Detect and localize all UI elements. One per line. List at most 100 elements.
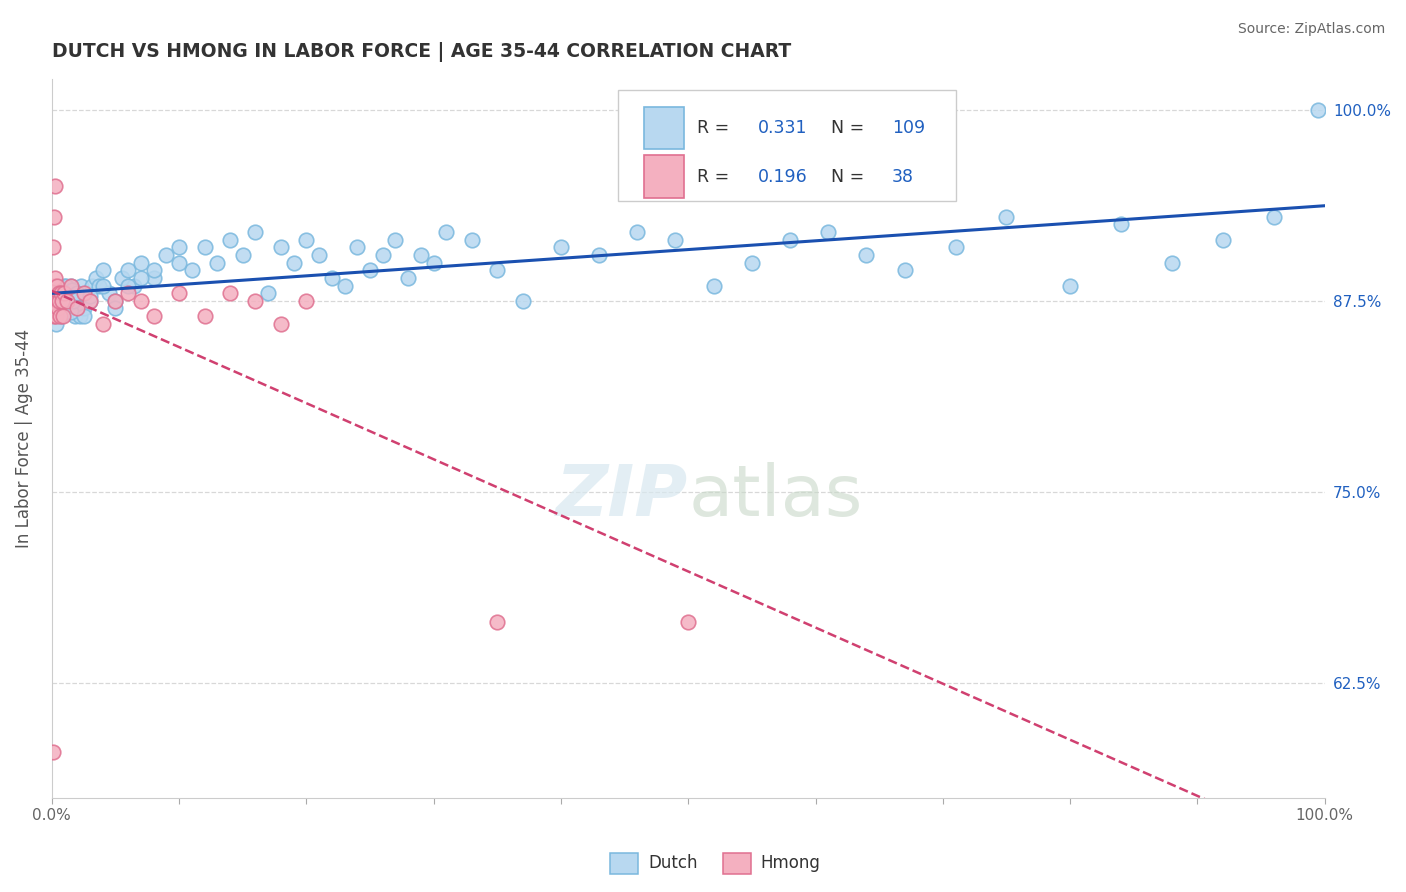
Point [55,286,77,301]
Point [117,263,139,277]
Point [48,286,70,301]
Point [53,293,76,308]
Point [384,233,406,247]
Point [42,745,65,759]
Text: 109: 109 [891,119,925,137]
Text: N =: N = [831,119,869,137]
Point [44,179,66,194]
Point [167,240,190,254]
Text: 0.331: 0.331 [758,119,807,137]
Point [486,615,509,629]
Point [270,317,292,331]
Point [111,271,134,285]
Point [512,293,534,308]
Point [817,225,839,239]
Point [70,278,93,293]
Point [283,255,305,269]
Point [69,309,91,323]
Point [91,263,114,277]
Text: R =: R = [697,119,735,137]
Text: N =: N = [831,168,869,186]
Point [45,293,67,308]
Point [396,271,419,285]
Point [42,309,65,323]
Point [60,283,83,297]
Point [245,293,267,308]
Point [46,289,69,303]
Point [409,248,432,262]
Point [48,293,70,308]
Point [142,309,165,323]
Point [45,317,67,331]
Point [741,255,763,269]
Point [66,301,89,316]
Point [1308,103,1330,117]
Point [45,301,67,316]
Point [87,278,110,293]
Point [52,304,75,318]
Point [945,240,967,254]
Point [44,278,66,293]
Point [84,271,107,285]
Point [98,286,121,301]
Point [44,286,66,301]
Point [63,309,86,323]
Point [48,293,70,308]
Point [371,248,394,262]
Point [91,317,114,331]
Point [51,301,73,316]
Text: Hmong: Hmong [761,855,821,872]
Point [1263,210,1285,224]
Point [142,271,165,285]
Point [42,301,65,316]
Text: Source: ZipAtlas.com: Source: ZipAtlas.com [1237,22,1385,37]
Point [45,301,67,316]
Point [893,263,915,277]
Text: Dutch: Dutch [648,855,697,872]
Point [52,282,75,296]
Point [72,309,94,323]
Point [167,286,190,301]
Point [60,301,83,316]
Point [461,233,484,247]
Point [626,225,648,239]
Point [703,278,725,293]
Point [62,286,84,301]
Point [49,286,72,301]
Point [142,263,165,277]
Point [59,278,82,293]
Point [232,248,254,262]
Point [588,248,610,262]
Point [53,278,76,293]
Point [49,309,72,323]
Point [58,293,80,308]
Point [124,278,146,293]
Point [295,293,318,308]
Point [75,286,97,301]
Point [193,240,215,254]
Point [56,298,79,312]
Point [104,293,127,308]
Point [44,293,66,308]
Point [45,301,67,316]
Point [56,293,79,308]
Point [104,301,127,316]
Point [91,278,114,293]
Point [53,301,76,316]
Point [59,304,82,318]
Point [434,225,457,239]
Point [42,210,65,224]
Point [51,293,73,308]
Point [779,233,801,247]
Point [219,233,242,247]
Point [104,293,127,308]
Point [422,255,444,269]
Point [117,286,139,301]
Point [167,255,190,269]
Point [245,225,267,239]
Point [66,286,89,301]
Point [53,286,76,301]
Point [46,286,69,301]
Point [308,248,330,262]
Point [321,271,343,285]
